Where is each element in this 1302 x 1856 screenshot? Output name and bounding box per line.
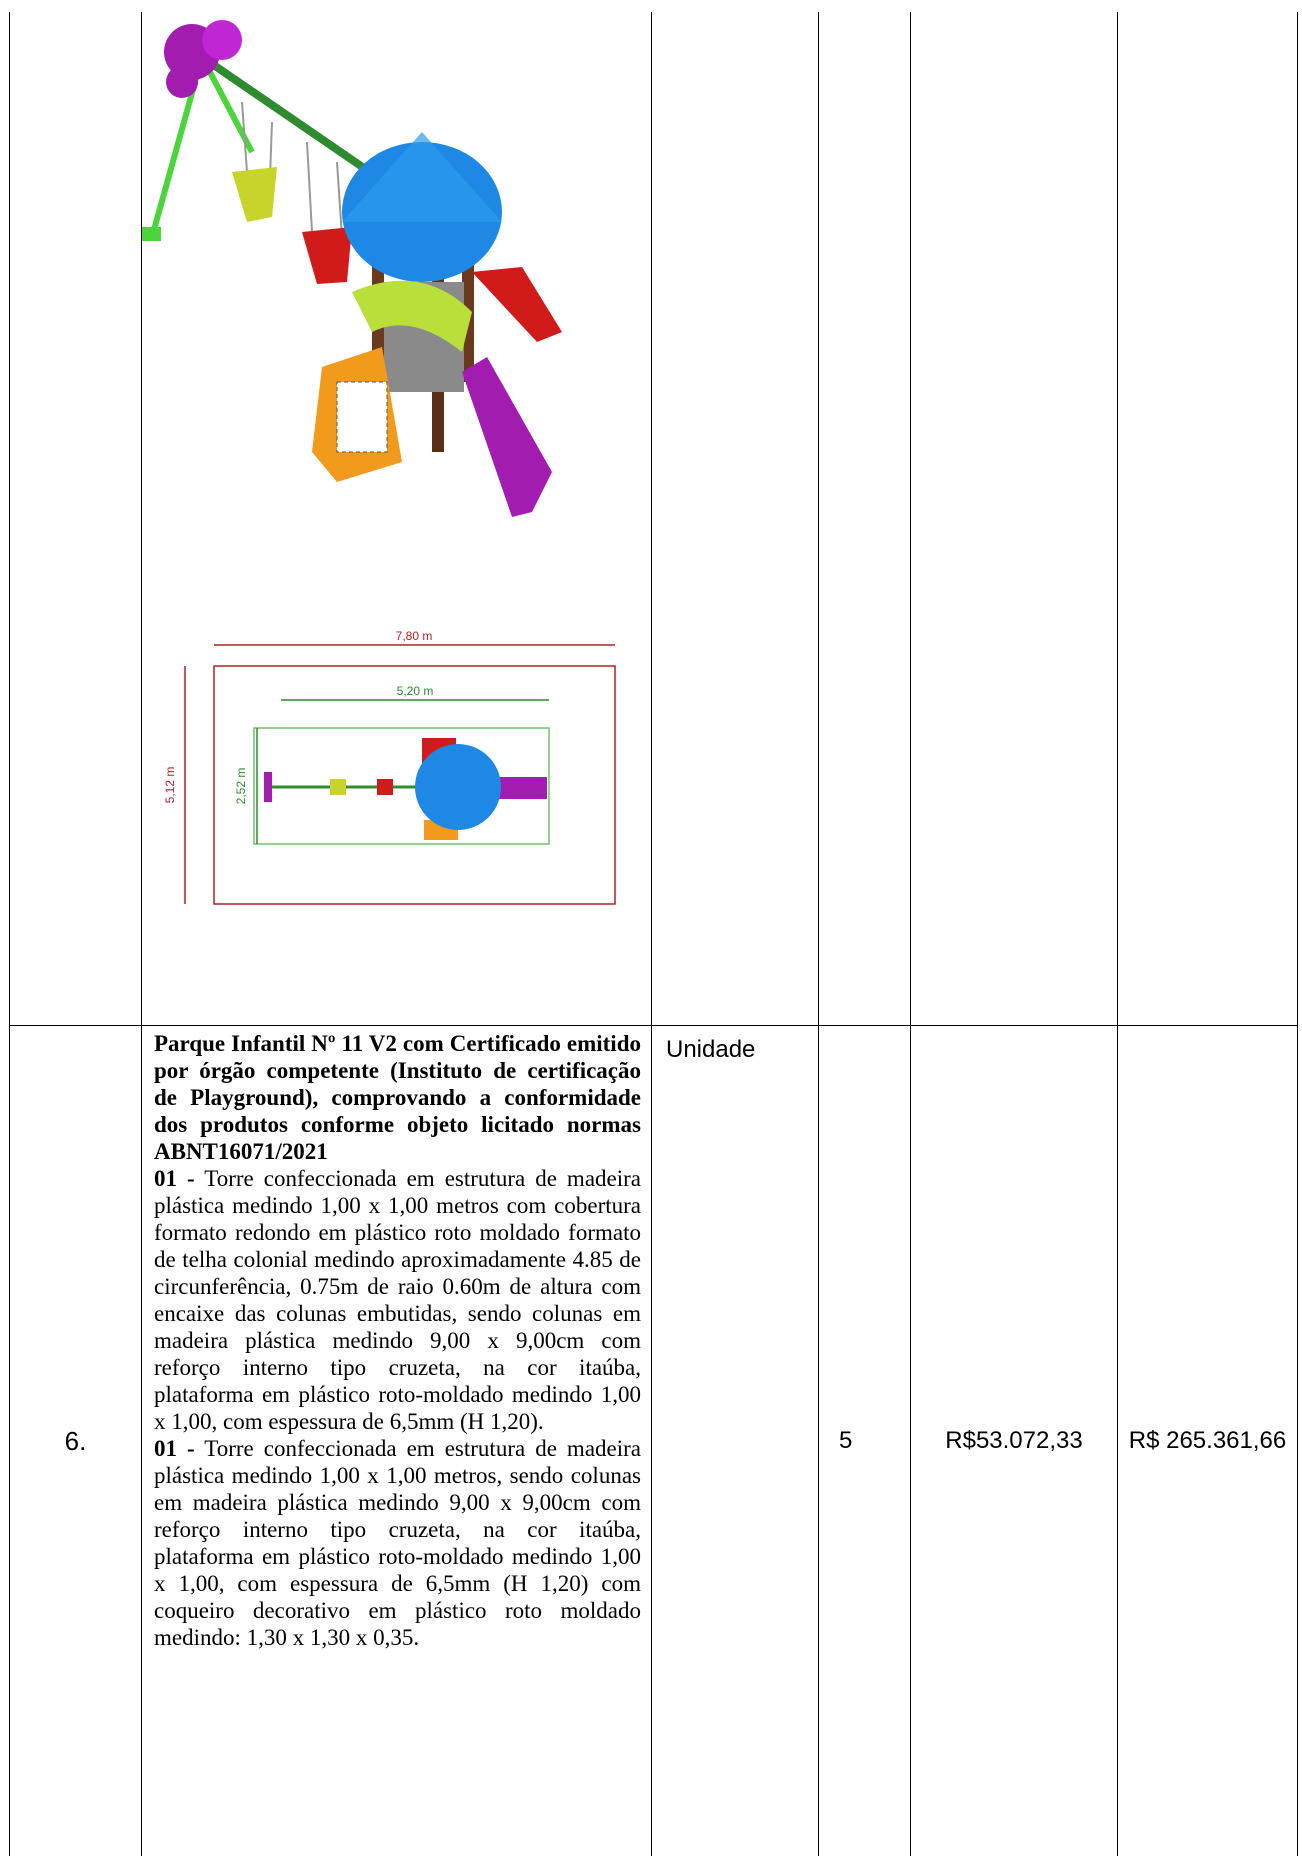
description-heading: Parque Infantil Nº 11 V2 com Certificado… — [154, 1031, 641, 1164]
item-index: 01 - — [154, 1166, 195, 1191]
unit-price: R$53.072,33 — [911, 1026, 1118, 1856]
page: {"plan": {"outer_width": "7,80 m", "inne… — [0, 0, 1302, 1816]
cell — [819, 12, 911, 1026]
cell — [1118, 12, 1298, 1026]
item-text: Torre confeccionada em estrutura de made… — [154, 1166, 641, 1434]
cell — [652, 12, 819, 1026]
description: Parque Infantil Nº 11 V2 com Certificado… — [142, 1026, 652, 1856]
plan-view: 7,80 m 5,20 m 5,12 m 2,52 m — [163, 629, 615, 904]
item-row: 6. Parque Infantil Nº 11 V2 com Certific… — [10, 1026, 1298, 1856]
image-row: 7,80 m 5,20 m 5,12 m 2,52 m — [10, 12, 1298, 1026]
playground-illustration: 7,80 m 5,20 m 5,12 m 2,52 m — [142, 12, 650, 1020]
total: R$ 265.361,66 — [1118, 1026, 1298, 1856]
dimension-label: 7,80 m — [396, 629, 433, 643]
items-table: 7,80 m 5,20 m 5,12 m 2,52 m 6. — [9, 12, 1298, 1856]
cell — [10, 12, 142, 1026]
cell — [911, 12, 1118, 1026]
item-number: 6. — [10, 1026, 142, 1856]
dimension-label: 2,52 m — [234, 768, 248, 805]
unit: Unidade — [652, 1026, 819, 1856]
playground-3d — [142, 20, 562, 517]
image-cell: 7,80 m 5,20 m 5,12 m 2,52 m — [142, 12, 652, 1026]
quantity: 5 — [819, 1026, 911, 1856]
dimension-label: 5,20 m — [397, 684, 434, 698]
dimension-label: 5,12 m — [163, 767, 177, 804]
item-index: 01 - — [154, 1436, 195, 1461]
item-text: Torre confeccionada em estrutura de made… — [154, 1436, 641, 1650]
